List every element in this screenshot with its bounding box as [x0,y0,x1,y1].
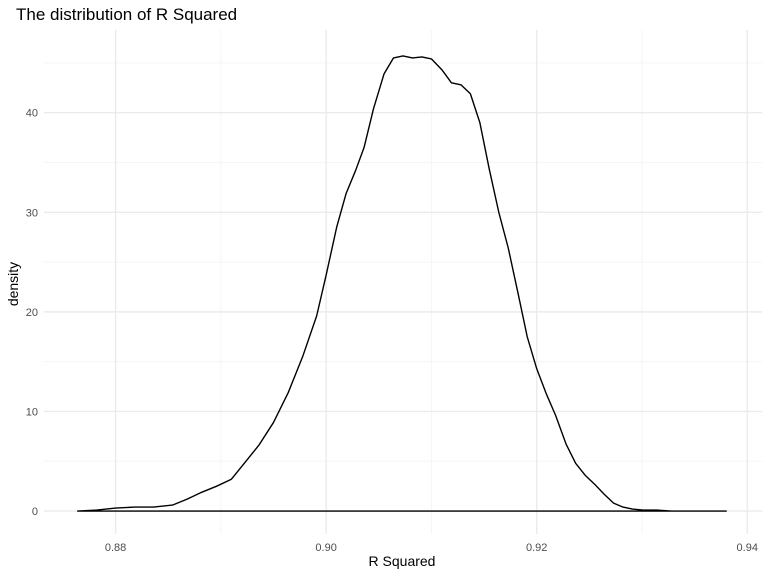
y-tick-label: 40 [26,108,38,120]
chart-title: The distribution of R Squared [16,5,237,24]
y-tick-label: 30 [26,207,38,219]
x-axis-label: R Squared [369,553,436,569]
y-tick-labels: 0 10 20 30 40 [26,108,38,518]
major-gridlines [44,30,762,534]
y-axis-label: density [5,262,21,306]
x-tick-label: 0.94 [737,542,758,554]
x-tick-label: 0.92 [526,542,547,554]
x-tick-label: 0.90 [315,542,336,554]
density-curve [76,55,727,512]
minor-gridlines [44,30,762,534]
y-tick-label: 20 [26,307,38,319]
x-tick-label: 0.88 [105,542,126,554]
y-tick-label: 10 [26,406,38,418]
series-layer [76,55,727,512]
x-tick-labels: 0.88 0.90 0.92 0.94 [105,542,758,554]
y-tick-label: 0 [32,506,38,518]
